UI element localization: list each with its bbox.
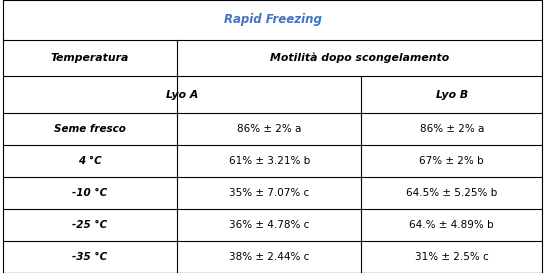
Text: 64.5% ± 5.25% b: 64.5% ± 5.25% b [406,188,498,198]
Text: 36% ± 4.78% c: 36% ± 4.78% c [229,220,310,230]
Text: 31% ± 2.5% c: 31% ± 2.5% c [415,252,489,262]
Text: Lyo A: Lyo A [166,90,198,100]
Text: -35 °C: -35 °C [72,252,107,262]
Text: Lyo B: Lyo B [436,90,468,100]
Text: 35% ± 7.07% c: 35% ± 7.07% c [229,188,310,198]
Text: 86% ± 2% a: 86% ± 2% a [420,124,484,134]
Text: 64.% ± 4.89% b: 64.% ± 4.89% b [409,220,494,230]
Text: -25 °C: -25 °C [72,220,107,230]
Text: Temperatura: Temperatura [51,53,129,63]
Text: 67% ± 2% b: 67% ± 2% b [420,156,484,166]
Text: Seme fresco: Seme fresco [54,124,126,134]
Text: 38% ± 2.44% c: 38% ± 2.44% c [229,252,310,262]
Text: 4 °C: 4 °C [78,156,102,166]
Text: Motilità dopo scongelamento: Motilità dopo scongelamento [270,53,449,63]
Text: -10 °C: -10 °C [72,188,107,198]
Text: 86% ± 2% a: 86% ± 2% a [237,124,301,134]
Text: 61% ± 3.21% b: 61% ± 3.21% b [228,156,310,166]
Text: Rapid Freezing: Rapid Freezing [223,13,322,26]
